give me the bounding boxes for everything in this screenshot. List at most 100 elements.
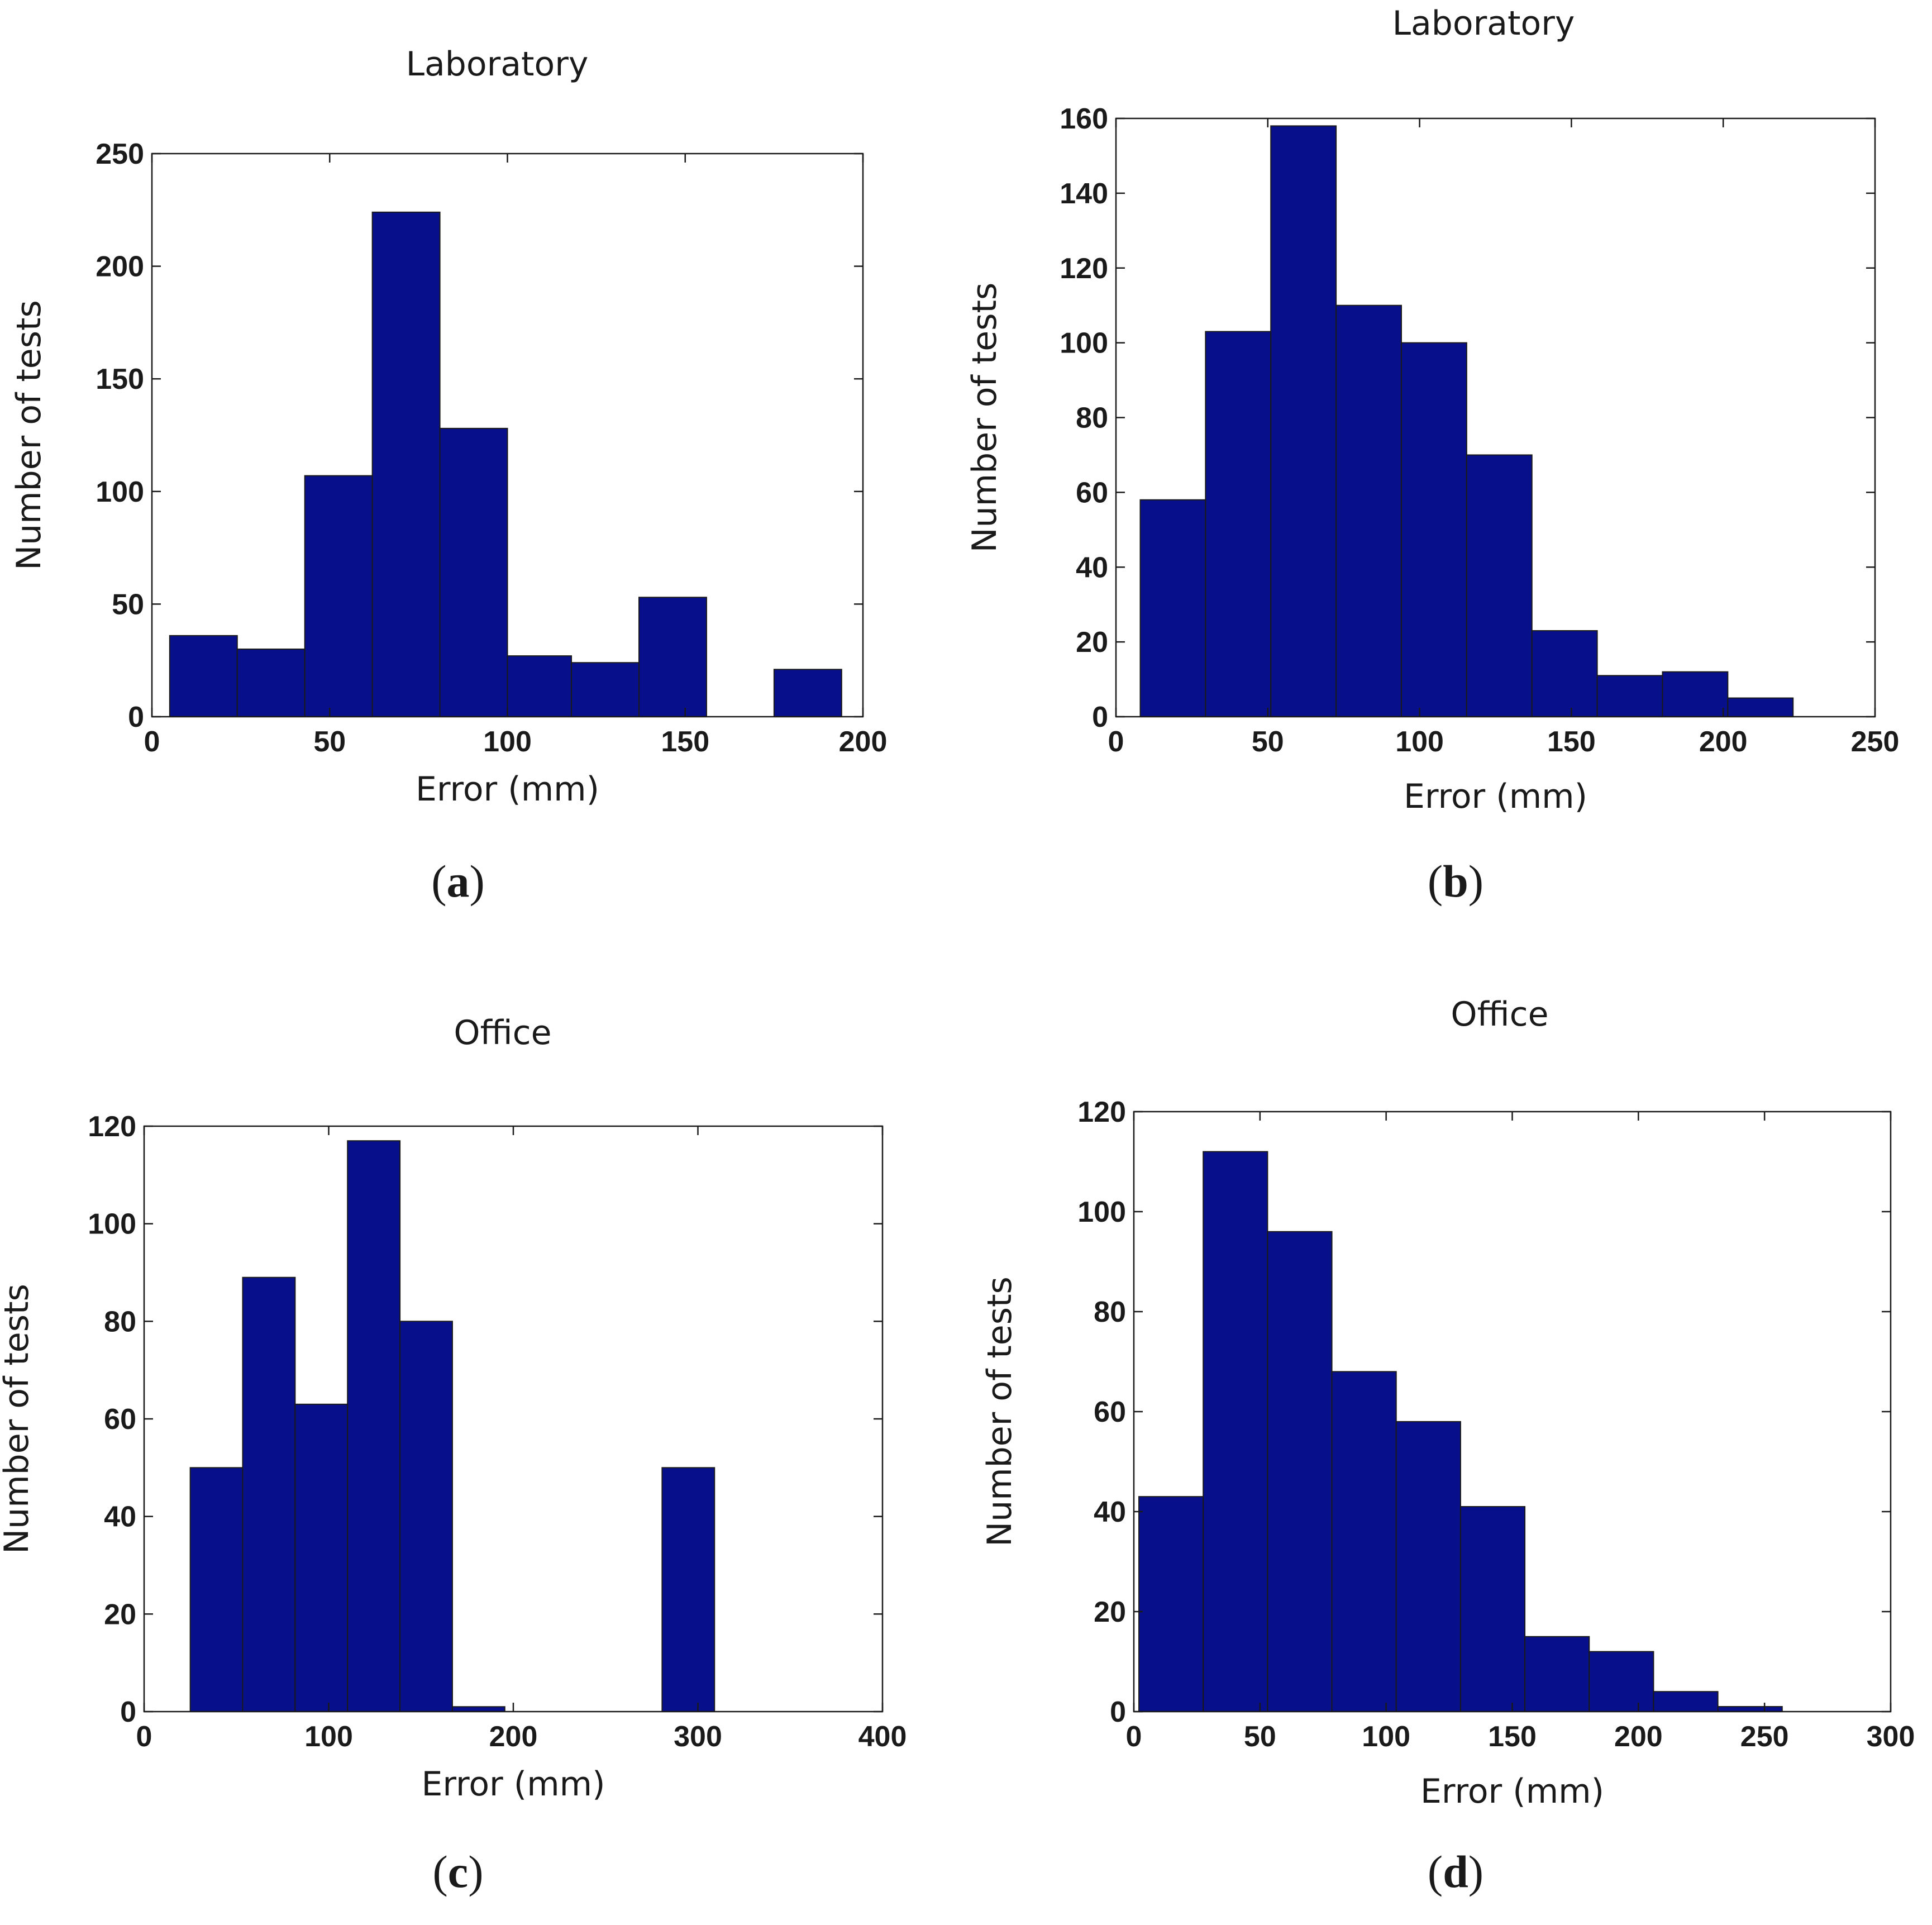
histogram-bar (236, 649, 306, 718)
histogram-bar (189, 1467, 244, 1712)
histogram-bar (399, 1321, 453, 1712)
y-tick-label: 40 (104, 1501, 136, 1533)
y-tick-label: 120 (1077, 1096, 1126, 1128)
y-tick-label: 0 (120, 1696, 136, 1728)
y-axis-label: Number of tests (980, 1276, 1019, 1547)
y-tick-label: 60 (1094, 1396, 1126, 1428)
panel-label: (b) (1428, 856, 1483, 907)
y-tick-label: 60 (1076, 477, 1108, 509)
y-tick-label: 40 (1076, 551, 1108, 584)
x-tick-label: 100 (483, 726, 532, 758)
histogram-bar (242, 1276, 296, 1713)
chart-panel-c: 0 100 200 300 400 0 20 40 60 80 100 120 Office Error … (0, 1013, 907, 1897)
histogram-bar (1717, 1706, 1783, 1713)
x-axis-label: Error (mm) (421, 1765, 605, 1804)
y-tick-label: 160 (1060, 103, 1108, 135)
x-tick-label: 100 (1362, 1721, 1410, 1753)
histogram-bar (1588, 1651, 1654, 1713)
y-tick-label: 40 (1094, 1496, 1126, 1528)
x-axis-label: Error (mm) (416, 770, 599, 809)
panel-label: (c) (432, 1846, 483, 1897)
histogram-bar (1727, 697, 1794, 717)
histogram-bar (571, 662, 640, 718)
histogram-bar (304, 475, 373, 717)
y-tick-label: 0 (1092, 701, 1108, 733)
x-tick-label: 0 (1108, 726, 1124, 758)
histogram-bar (169, 635, 238, 718)
x-tick-label: 300 (674, 1721, 722, 1753)
y-tick-label: 0 (1110, 1696, 1126, 1728)
y-tick-label: 20 (104, 1598, 136, 1631)
y-tick-label: 150 (96, 363, 144, 396)
chart-title: Laboratory (406, 45, 589, 84)
y-tick-label: 100 (1077, 1196, 1126, 1228)
histogram-bar (451, 1706, 505, 1712)
y-axis-label: Number of tests (965, 283, 1004, 553)
histogram-bar (347, 1140, 401, 1712)
x-tick-label: 150 (1488, 1721, 1537, 1753)
x-tick-label: 150 (1547, 726, 1596, 758)
histogram-bar (371, 211, 441, 718)
x-tick-label: 300 (1867, 1721, 1915, 1753)
histogram-bar (1662, 671, 1729, 718)
chart-panel-d: 0 50 100 150 200 250 300 0 20 40 60 80 100 120 Office E… (980, 995, 1915, 1897)
y-tick-label: 80 (104, 1305, 136, 1338)
histogram-bar (1400, 342, 1467, 717)
y-tick-label: 120 (88, 1111, 136, 1143)
histogram-bar (1267, 1231, 1333, 1713)
x-tick-label: 0 (144, 726, 160, 758)
chart-title: Laboratory (1392, 4, 1575, 43)
x-tick-label: 0 (1126, 1721, 1142, 1753)
x-tick-label: 50 (1252, 726, 1284, 758)
x-axis-label: Error (mm) (1404, 777, 1587, 816)
chart-panel-b: 0 50 100 150 200 250 0 20 40 60 80 100 120 140 160 Labo… (965, 4, 1899, 907)
histogram-bar (1203, 1151, 1268, 1713)
x-tick-label: 50 (313, 726, 346, 758)
panel-letter: a (447, 856, 470, 907)
x-axis-label: Error (mm) (1420, 1772, 1604, 1811)
x-tick-label: 250 (1740, 1721, 1789, 1753)
y-tick-label: 50 (112, 588, 144, 621)
y-tick-label: 100 (1060, 327, 1108, 360)
x-tick-label: 0 (136, 1721, 152, 1753)
y-tick-label: 100 (96, 476, 144, 508)
x-tick-label: 400 (858, 1721, 907, 1753)
y-tick-label: 20 (1076, 626, 1108, 659)
panel-letter: d (1443, 1846, 1468, 1897)
y-tick-label: 250 (96, 138, 144, 170)
histogram-bar (638, 597, 707, 717)
x-tick-label: 200 (489, 1721, 538, 1753)
histogram-bar (1524, 1636, 1590, 1712)
y-axis-label: Number of tests (9, 300, 49, 570)
y-axis-label: Number of tests (0, 1284, 36, 1554)
x-tick-label: 150 (661, 726, 709, 758)
histogram-bar (661, 1467, 715, 1712)
x-tick-label: 100 (1395, 726, 1444, 758)
histogram-bar (1335, 304, 1402, 717)
y-tick-label: 80 (1094, 1296, 1126, 1328)
chart-panel-a: 0 50 100 150 200 0 50 100 150 200 250 Laboratory Err… (9, 45, 887, 907)
y-tick-label: 200 (96, 251, 144, 283)
chart-title: Office (1451, 995, 1548, 1034)
y-tick-label: 120 (1060, 252, 1108, 285)
x-tick-label: 200 (1614, 1721, 1663, 1753)
histogram-bar (1459, 1506, 1526, 1713)
histogram-bar (507, 655, 573, 717)
panel-label: (d) (1428, 1846, 1483, 1897)
histogram-bar (1531, 630, 1598, 717)
histogram-bar (1205, 331, 1272, 717)
y-tick-label: 0 (128, 701, 144, 733)
histogram-bar (439, 427, 508, 717)
panel-letter: b (1443, 856, 1468, 907)
y-tick-label: 20 (1094, 1596, 1126, 1628)
x-tick-label: 200 (1699, 726, 1748, 758)
histogram-bar (1466, 454, 1533, 717)
chart-title: Office (454, 1013, 551, 1052)
histogram-bar (1139, 499, 1206, 717)
y-tick-label: 100 (88, 1208, 136, 1241)
histogram-bar (1331, 1371, 1397, 1712)
histogram-bar (1270, 125, 1337, 718)
y-tick-label: 60 (104, 1403, 136, 1436)
x-tick-label: 200 (839, 726, 888, 758)
histogram-bar (1596, 675, 1663, 718)
